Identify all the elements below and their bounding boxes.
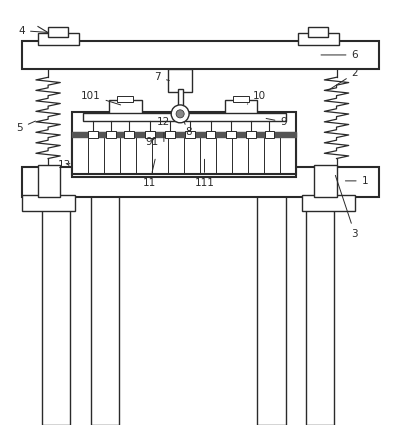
Bar [88,131,98,138]
Text: 1: 1 [345,176,368,186]
Text: 13: 13 [58,160,71,171]
Bar [178,89,183,112]
Text: 3: 3 [335,175,358,239]
Circle shape [176,110,184,118]
Bar [165,131,175,138]
Bar [22,195,74,211]
Bar [257,189,286,424]
Bar [117,96,133,101]
Bar [22,41,379,69]
Text: 111: 111 [195,159,214,188]
Text: 12: 12 [157,117,171,142]
Bar [314,165,337,197]
Bar [38,33,79,45]
Bar [298,33,339,45]
Bar [206,131,216,138]
Text: 6: 6 [321,50,358,60]
Bar [185,131,195,138]
Bar [124,131,134,138]
Text: 7: 7 [155,72,169,82]
Bar [168,69,192,92]
Bar [265,131,274,138]
Bar [38,165,60,197]
Bar [233,96,249,101]
Text: 101: 101 [81,90,121,105]
Circle shape [171,105,189,123]
Text: 2: 2 [329,68,358,90]
Text: 4: 4 [18,26,47,35]
Bar [72,133,296,174]
Bar [246,131,256,138]
Text: 10: 10 [247,90,266,104]
Bar [72,112,296,177]
Text: 9: 9 [266,117,287,127]
Bar [226,131,236,138]
Bar [106,131,116,138]
Bar [72,132,296,136]
Bar [308,27,328,37]
Bar [42,189,70,424]
Text: 91: 91 [145,137,158,147]
Bar [109,100,142,116]
Bar [91,189,119,424]
Bar [302,195,355,211]
Text: 5: 5 [16,121,36,133]
Bar [225,100,257,116]
Bar [83,113,286,121]
Bar [48,27,68,37]
Bar [22,167,379,197]
Text: 8: 8 [184,122,191,137]
Text: 11: 11 [143,159,156,188]
Bar [145,131,155,138]
Bar [306,189,335,424]
